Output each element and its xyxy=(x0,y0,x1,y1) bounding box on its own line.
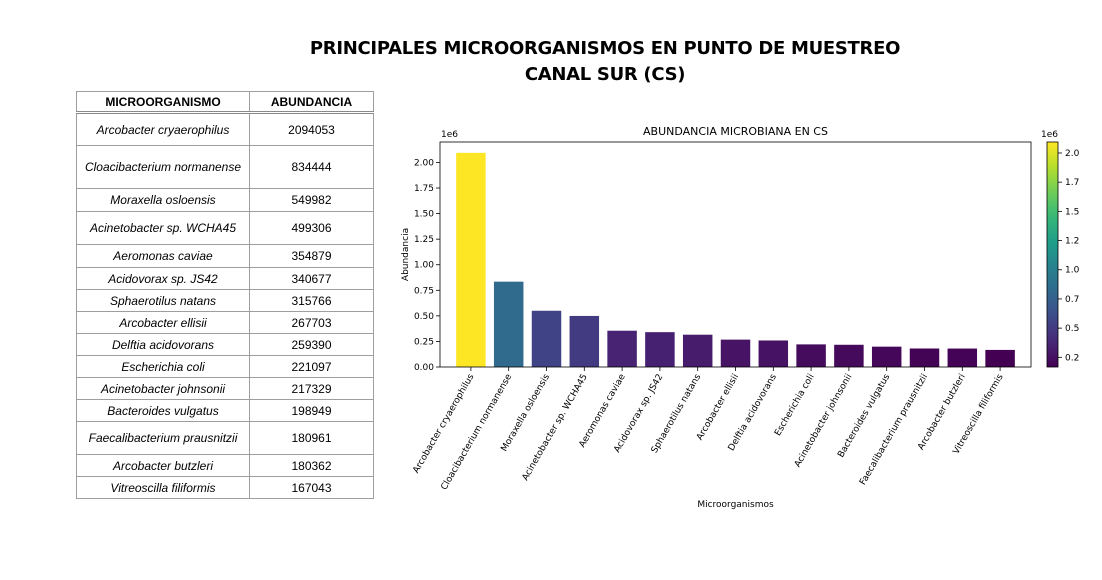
table-row: Vitreoscilla filiformis 167043 xyxy=(76,476,374,499)
abundance-cell: 198949 xyxy=(249,399,374,422)
colorbar-tick-label: 0.75 xyxy=(1065,295,1080,305)
x-tick-label: Cloacibacterium normanense xyxy=(440,372,515,492)
colorbar-offset-label: 1e6 xyxy=(1041,130,1058,140)
abundance-cell: 2094053 xyxy=(249,112,374,146)
y-tick-label: 1.00 xyxy=(414,261,434,271)
x-tick-label: Escherichia coli xyxy=(773,373,817,438)
abundance-table: MICROORGANISMO ABUNDANCIA Arcobacter cry… xyxy=(76,91,374,499)
abundance-cell: 340677 xyxy=(249,267,374,290)
table-row: Acidovorax sp. JS42 340677 xyxy=(76,267,374,290)
table-row: Acinetobacter sp. WCHA45 499306 xyxy=(76,211,374,245)
abundance-cell: 315766 xyxy=(249,289,374,312)
page-title-line-1: PRINCIPALES MICROORGANISMOS EN PUNTO DE … xyxy=(309,38,901,59)
table-row: Arcobacter cryaerophilus 2094053 xyxy=(76,112,374,146)
colorbar xyxy=(1046,141,1059,368)
bar xyxy=(834,344,864,367)
table-row: Faecalibacterium prausnitzii 180961 xyxy=(76,421,374,455)
abundance-cell: 180961 xyxy=(249,421,374,455)
table-row: Escherichia coli 221097 xyxy=(76,355,374,378)
colorbar-tick-label: 0.50 xyxy=(1065,324,1080,334)
table-row: Aeromonas caviae 354879 xyxy=(76,244,374,268)
table-row: Cloacibacterium normanense 834444 xyxy=(76,145,374,189)
colorbar-tick-label: 1.25 xyxy=(1065,237,1080,247)
microorganism-cell: Arcobacter cryaerophilus xyxy=(76,112,250,146)
abundance-cell: 217329 xyxy=(249,377,374,400)
column-header-abundance: ABUNDANCIA xyxy=(249,91,374,114)
x-axis-label: Microorganismos xyxy=(697,500,774,510)
page-title-line-2: CANAL SUR (CS) xyxy=(524,64,686,85)
column-header-microorganism: MICROORGANISMO xyxy=(76,91,250,114)
abundance-cell: 834444 xyxy=(249,145,374,189)
bar xyxy=(531,310,562,367)
bar xyxy=(493,281,524,367)
table-row: Acinetobacter johnsonii 217329 xyxy=(76,377,374,400)
microorganism-cell: Bacteroides vulgatus xyxy=(76,399,250,422)
table-body: Arcobacter cryaerophilus 2094053 Cloacibac… xyxy=(76,112,374,499)
x-tick-label: Acinetobacter sp. WCHA45 xyxy=(521,373,590,483)
abundance-cell: 180362 xyxy=(249,454,374,477)
table-row: Arcobacter butzleri 180362 xyxy=(76,454,374,477)
bar xyxy=(645,332,675,367)
chart-title: ABUNDANCIA MICROBIANA EN CS xyxy=(643,125,828,138)
bar xyxy=(456,152,486,367)
microorganism-cell: Acidovorax sp. JS42 xyxy=(76,267,250,290)
table-header-row: MICROORGANISMO ABUNDANCIA xyxy=(76,91,374,114)
bar xyxy=(758,340,789,367)
colorbar-tick-label: 1.00 xyxy=(1065,266,1080,276)
microorganism-cell: Delftia acidovorans xyxy=(76,333,250,356)
abundance-cell: 549982 xyxy=(249,188,374,212)
microorganism-cell: Acinetobacter johnsonii xyxy=(76,377,250,400)
bar xyxy=(682,334,713,367)
x-tick-label: Arcobacter cryaerophilus xyxy=(411,372,476,475)
plot-frame xyxy=(439,141,1032,368)
bar xyxy=(569,315,600,367)
bar xyxy=(871,346,902,367)
page-title: PRINCIPALES MICROORGANISMOS EN PUNTO DE … xyxy=(180,36,1030,88)
abundance-bar-chart: ABUNDANCIA MICROBIANA EN CS 1e6 Arcobacter… xyxy=(401,125,1080,510)
colorbar-tick-label: 1.50 xyxy=(1065,207,1080,217)
y-tick-label: 0.50 xyxy=(414,312,434,322)
microorganism-cell: Faecalibacterium prausnitzii xyxy=(76,421,250,455)
y-tick-label: 0.00 xyxy=(414,363,434,373)
microorganism-cell: Sphaerotilus natans xyxy=(76,289,250,312)
abundance-cell: 267703 xyxy=(249,311,374,334)
microorganism-cell: Vitreoscilla filiformis xyxy=(76,476,250,499)
microorganism-cell: Moraxella osloensis xyxy=(76,188,250,212)
microorganism-cell: Acinetobacter sp. WCHA45 xyxy=(76,211,250,245)
y-tick-label: 2.00 xyxy=(414,158,434,168)
bar xyxy=(909,348,940,367)
table-row: Sphaerotilus natans 315766 xyxy=(76,289,374,312)
x-tick-label: Arcobacter ellisii xyxy=(695,373,741,443)
bar xyxy=(947,348,978,367)
abundance-cell: 259390 xyxy=(249,333,374,356)
microorganism-cell: Aeromonas caviae xyxy=(76,244,250,268)
y-offset-label: 1e6 xyxy=(441,130,458,140)
bar xyxy=(985,349,1015,367)
y-tick-label: 1.75 xyxy=(414,184,434,194)
y-tick-label: 1.50 xyxy=(414,210,434,220)
table-row: Delftia acidovorans 259390 xyxy=(76,333,374,356)
microorganism-cell: Arcobacter ellisii xyxy=(76,311,250,334)
abundance-cell: 221097 xyxy=(249,355,374,378)
colorbar-tick-label: 2.00 xyxy=(1065,149,1080,159)
abundance-cell: 499306 xyxy=(249,211,374,245)
microorganism-cell: Escherichia coli xyxy=(76,355,250,378)
y-tick-label: 0.25 xyxy=(414,337,434,347)
microorganism-cell: Arcobacter butzleri xyxy=(76,454,250,477)
y-tick-label: 1.25 xyxy=(414,235,434,245)
colorbar-tick-label: 1.75 xyxy=(1065,178,1080,188)
bar xyxy=(720,339,751,367)
x-tick-label: Faecalibacterium prausnitzii xyxy=(858,373,930,487)
table-row: Moraxella osloensis 549982 xyxy=(76,188,374,212)
bar xyxy=(607,330,637,367)
abundance-cell: 354879 xyxy=(249,244,374,268)
abundance-cell: 167043 xyxy=(249,476,374,499)
bar xyxy=(796,344,826,367)
colorbar-tick-label: 0.25 xyxy=(1065,353,1080,363)
table-row: Bacteroides vulgatus 198949 xyxy=(76,399,374,422)
table-row: Arcobacter ellisii 267703 xyxy=(76,311,374,334)
y-axis-label: Abundancia xyxy=(401,228,411,281)
y-tick-label: 0.75 xyxy=(414,286,434,296)
microorganism-cell: Cloacibacterium normanense xyxy=(76,145,250,189)
